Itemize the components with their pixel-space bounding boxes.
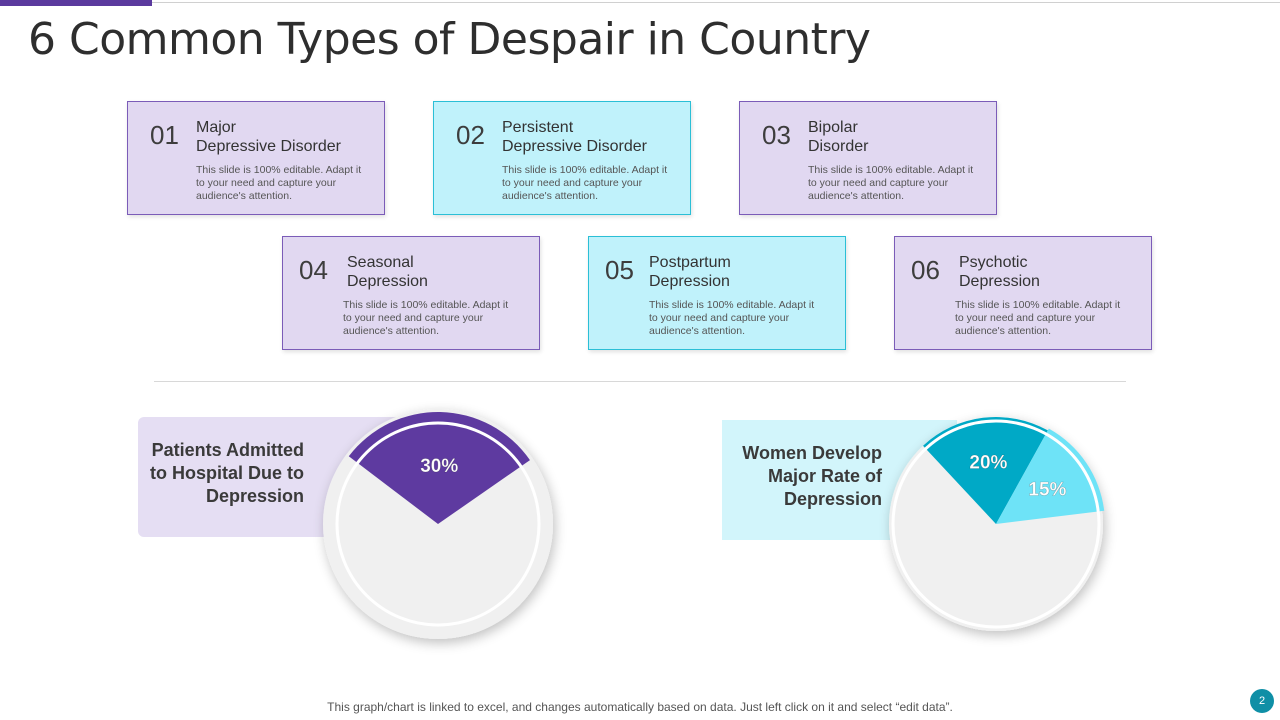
page-title: 6 Common Types of Despair in Country [28, 14, 871, 65]
card-title: Psychotic Depression [959, 254, 1040, 290]
card-title: Postpartum Depression [649, 254, 731, 290]
pie-slice-2-1[interactable] [923, 417, 1048, 524]
card-04[interactable]: 04 Seasonal Depression This slide is 100%… [282, 236, 540, 350]
card-body: This slide is 100% editable. Adapt it to… [502, 164, 668, 202]
card-number: 01 [150, 120, 179, 150]
pie-chart-1: 30% [323, 409, 553, 639]
card-title: Major Depressive Disorder [196, 119, 341, 155]
card-02[interactable]: 02 Persistent Depressive Disorder This sl… [433, 101, 691, 215]
card-body: This slide is 100% editable. Adapt it to… [196, 164, 362, 202]
card-title: Persistent Depressive Disorder [502, 119, 647, 155]
chart1-title: Patients Admitted to Hospital Due to Depre… [150, 440, 304, 506]
pie-slice-1-1[interactable] [348, 412, 530, 524]
card-05[interactable]: 05 Postpartum Depression This slide is 10… [588, 236, 846, 350]
card-06[interactable]: 06 Psychotic Depression This slide is 100… [894, 236, 1152, 350]
card-body: This slide is 100% editable. Adapt it to… [649, 299, 815, 337]
card-body: This slide is 100% editable. Adapt it to… [955, 299, 1121, 337]
top-accent-bar [0, 0, 152, 6]
card-title: Bipolar Disorder [808, 119, 869, 155]
card-number: 03 [762, 120, 791, 150]
card-number: 05 [605, 255, 634, 285]
pie-data-label-1-1: 30% [420, 456, 458, 477]
section-divider [154, 381, 1126, 382]
card-number: 06 [911, 255, 940, 285]
card-01[interactable]: 01 Major Depressive Disorder This slide i… [127, 101, 385, 215]
top-rule [152, 2, 1280, 3]
chart2-title: Women Develop Major Rate of Depression [742, 443, 882, 509]
card-body: This slide is 100% editable. Adapt it to… [808, 164, 974, 202]
card-number: 04 [299, 255, 328, 285]
pie-chart-2: 20% 15% [889, 417, 1105, 631]
page-number-badge: 2 [1250, 689, 1274, 713]
card-title: Seasonal Depression [347, 254, 428, 290]
pie-data-label-2-1: 20% [969, 452, 1007, 473]
card-body: This slide is 100% editable. Adapt it to… [343, 299, 509, 337]
footer-note: This graph/chart is linked to excel, and… [327, 700, 953, 714]
card-03[interactable]: 03 Bipolar Disorder This slide is 100% ed… [739, 101, 997, 215]
pie-inner-ring [891, 419, 1101, 629]
card-number: 02 [456, 120, 485, 150]
pie-slice-2-2[interactable] [996, 428, 1105, 524]
pie-inner-ring [335, 421, 541, 627]
pie-data-label-2-2: 15% [1028, 479, 1066, 500]
